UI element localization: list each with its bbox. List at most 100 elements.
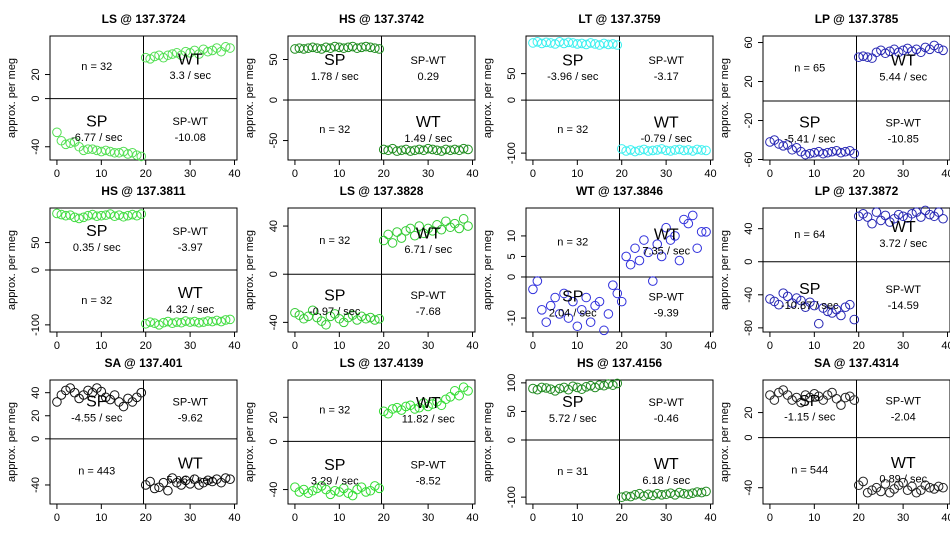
point: [683, 218, 694, 229]
x-tick-label: 20: [853, 340, 865, 352]
x-tick-label: 10: [571, 512, 583, 524]
point: [647, 276, 658, 286]
n-label: n = 32: [557, 236, 588, 248]
wt-label: WT: [891, 53, 916, 70]
point: [307, 485, 318, 496]
wt-rate: 3.72 / sec: [879, 238, 927, 250]
point: [809, 300, 820, 311]
panel: HS @ 137.4156 approx. per meg -100 0 50 100 0 1…: [482, 356, 717, 524]
wt-rate: 7.35 / sec: [642, 245, 690, 257]
point: [405, 223, 416, 234]
point: [787, 144, 797, 155]
sp-rate: 2.04 / sec: [549, 307, 597, 319]
point: [599, 325, 609, 336]
panel: WT @ 137.3846 approx. per meg -10 0 5 10 0 10 20…: [482, 184, 717, 352]
point: [938, 213, 948, 224]
wt-label: WT: [416, 114, 441, 131]
x-tick-label: 0: [767, 512, 773, 524]
wt-label: WT: [178, 285, 203, 302]
point: [683, 489, 694, 500]
sp-label: SP: [562, 289, 583, 306]
point: [822, 306, 833, 317]
point: [52, 127, 62, 138]
point: [840, 392, 851, 403]
point: [537, 305, 547, 315]
point: [145, 476, 155, 487]
point: [374, 313, 385, 324]
panel: LT @ 137.3759 approx. per meg -100 0 50 0 10 20…: [482, 12, 717, 180]
point: [836, 400, 846, 410]
point: [696, 487, 707, 498]
point: [541, 317, 552, 327]
point: [61, 385, 71, 396]
point: [528, 284, 538, 295]
x-tick-label: 0: [54, 512, 60, 524]
panel: LS @ 137.4139 approx. per meg -40 0 20 0 10 20 3…: [244, 356, 479, 524]
diff-label: SP-WT: [886, 396, 922, 408]
y-tick-label: 0: [30, 96, 42, 102]
y-tick-label: -80: [743, 320, 755, 336]
y-tick-label: 50: [30, 236, 42, 248]
wt-rate: 6.18 / sec: [642, 475, 690, 487]
point: [409, 404, 420, 414]
sp-rate: -5.41 / sec: [784, 133, 836, 145]
x-tick-label: 40: [941, 168, 950, 180]
point: [849, 314, 860, 325]
point: [225, 314, 235, 325]
n-label: n = 443: [78, 465, 115, 477]
point: [370, 481, 380, 491]
y-tick-label: 40: [30, 387, 42, 399]
wt-label: WT: [416, 225, 441, 242]
point: [78, 212, 89, 223]
point: [401, 226, 411, 236]
diff-value: -8.52: [416, 476, 441, 488]
point: [696, 145, 707, 155]
x-tick-label: 10: [808, 512, 820, 524]
point: [220, 315, 231, 325]
sp-label: SP: [324, 52, 345, 69]
point: [132, 150, 142, 160]
point: [608, 39, 618, 49]
point: [343, 312, 354, 323]
sp-label: SP: [562, 394, 583, 411]
point: [938, 482, 948, 493]
y-axis-label: approx. per meg: [244, 402, 256, 482]
y-axis-label: approx. per meg: [719, 230, 731, 310]
point: [559, 288, 569, 299]
point: [656, 251, 667, 262]
point: [194, 480, 204, 490]
point: [581, 292, 592, 303]
point: [458, 143, 469, 154]
point: [370, 315, 380, 325]
x-tick-label: 40: [466, 340, 478, 352]
panel-title: HS @ 137.3811: [101, 184, 186, 198]
point: [387, 238, 398, 248]
point: [378, 406, 389, 417]
panel-title: WT @ 137.3846: [576, 184, 663, 198]
y-tick-label: -100: [30, 314, 42, 336]
x-tick-label: 40: [704, 512, 716, 524]
wt-rate: 11.82 / sec: [402, 414, 455, 426]
x-tick-label: 30: [897, 168, 909, 180]
point: [370, 43, 380, 53]
point: [338, 43, 349, 53]
x-tick-label: 20: [378, 168, 390, 180]
y-tick-label: 0: [743, 259, 755, 265]
point: [876, 215, 886, 226]
sp-rate: 3.29 / sec: [311, 476, 359, 488]
point: [585, 38, 596, 48]
point: [299, 44, 309, 54]
x-tick-label: 0: [292, 168, 298, 180]
x-tick-label: 20: [378, 340, 390, 352]
point: [603, 309, 614, 319]
point: [621, 251, 631, 262]
x-tick-label: 10: [95, 168, 107, 180]
x-tick-label: 10: [95, 512, 107, 524]
x-tick-label: 0: [292, 340, 298, 352]
point: [545, 300, 556, 311]
diff-value: -9.39: [654, 307, 679, 319]
x-tick-label: 40: [941, 512, 950, 524]
x-tick-label: 0: [54, 168, 60, 180]
point: [145, 317, 155, 327]
point: [612, 288, 623, 299]
